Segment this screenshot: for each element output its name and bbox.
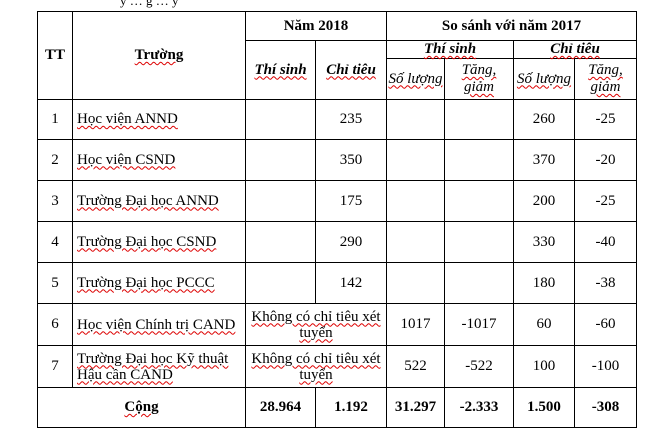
row-truong: Học viện Chính trị CAND (72, 303, 246, 346)
row-truong: Trường Đại học CSND (72, 221, 246, 263)
cropped-text-line: y … g … y (120, 0, 179, 8)
row-thi-sinh (245, 221, 316, 263)
row-chi-tieu: 350 (315, 139, 387, 181)
row-ts-so-luong (386, 139, 445, 181)
table-row: 3 Trường Đại học ANND 175 200 -25 (37, 180, 637, 222)
row-tt: 6 (37, 303, 73, 346)
table-row: 6 Học viện Chính trị CAND Không có chỉ t… (37, 303, 637, 346)
row-ct-so-luong: 330 (513, 221, 575, 263)
row-chi-tieu: 235 (315, 99, 387, 140)
row-ts-so-luong (386, 180, 445, 222)
row-merged-note: Không có chỉ tiêu xét tuyển (245, 303, 387, 346)
total-ts-so-luong: 31.297 (386, 387, 445, 428)
table-row: 1 Học viện ANND 235 260 -25 (37, 99, 637, 140)
row-ts-so-luong: 1017 (386, 303, 445, 346)
header-thi-sinh-2017: Thí sinh (386, 40, 514, 59)
header-so-luong-thi-sinh: Số lượng (386, 58, 445, 100)
row-ct-tang-giam: -25 (574, 180, 637, 222)
header-tang-giam-thi-sinh: Tăng, giảm (444, 58, 514, 100)
total-ct-tang-giam: -308 (574, 387, 637, 428)
row-ts-so-luong (386, 221, 445, 263)
row-ts-so-luong (386, 99, 445, 140)
row-chi-tieu: 175 (315, 180, 387, 222)
row-merged-note: Không có chỉ tiêu xét tuyển (245, 345, 387, 388)
admissions-table: TT Trường Năm 2018 So sánh với năm 2017 … (37, 11, 637, 428)
row-ct-so-luong: 260 (513, 99, 575, 140)
table-row: 5 Trường Đại học PCCC 142 180 -38 (37, 262, 637, 304)
row-ts-tang-giam: -1017 (444, 303, 514, 346)
row-ct-so-luong: 100 (513, 345, 575, 388)
row-tt: 1 (37, 99, 73, 140)
row-tt: 5 (37, 262, 73, 304)
row-ct-so-luong: 370 (513, 139, 575, 181)
row-ct-so-luong: 200 (513, 180, 575, 222)
row-tt: 3 (37, 180, 73, 222)
row-ts-tang-giam (444, 180, 514, 222)
table-row: 4 Trường Đại học CSND 290 330 -40 (37, 221, 637, 263)
header-chi-tieu-2018: Chỉ tiêu (315, 40, 387, 100)
row-truong: Học viện CSND (72, 139, 246, 181)
header-nam-2018: Năm 2018 (245, 11, 387, 41)
table-row: 7 Trường Đại học Kỹ thuật Hậu cần CAND K… (37, 345, 637, 388)
total-label: Cộng (37, 387, 246, 428)
row-thi-sinh (245, 139, 316, 181)
row-ct-tang-giam: -40 (574, 221, 637, 263)
header-thi-sinh-2018: Thí sinh (245, 40, 316, 100)
row-truong: Trường Đại học Kỹ thuật Hậu cần CAND (72, 345, 246, 388)
total-ct-so-luong: 1.500 (513, 387, 575, 428)
row-ts-so-luong: 522 (386, 345, 445, 388)
header-so-sanh: So sánh với năm 2017 (386, 11, 637, 41)
total-chi-tieu: 1.192 (315, 387, 387, 428)
row-ct-tang-giam: -60 (574, 303, 637, 346)
row-truong: Trường Đại học PCCC (72, 262, 246, 304)
row-ct-tang-giam: -20 (574, 139, 637, 181)
total-row: Cộng 28.964 1.192 31.297 -2.333 1.500 -3… (37, 387, 637, 428)
row-ts-tang-giam (444, 262, 514, 304)
header-so-luong-chi-tieu: Số lượng (513, 58, 575, 100)
row-ct-tang-giam: -100 (574, 345, 637, 388)
header-truong: Trường (72, 11, 246, 100)
row-ts-tang-giam (444, 139, 514, 181)
header-chi-tieu-2017: Chỉ tiêu (513, 40, 637, 59)
header-tang-giam-chi-tieu: Tăng, giảm (574, 58, 637, 100)
row-ts-so-luong (386, 262, 445, 304)
total-thi-sinh: 28.964 (245, 387, 316, 428)
header-tt: TT (37, 11, 73, 100)
row-ts-tang-giam: -522 (444, 345, 514, 388)
row-chi-tieu: 142 (315, 262, 387, 304)
row-tt: 2 (37, 139, 73, 181)
row-tt: 7 (37, 345, 73, 388)
row-ts-tang-giam (444, 99, 514, 140)
row-ct-tang-giam: -38 (574, 262, 637, 304)
row-ct-tang-giam: -25 (574, 99, 637, 140)
table-row: 2 Học viện CSND 350 370 -20 (37, 139, 637, 181)
row-truong: Học viện ANND (72, 99, 246, 140)
row-thi-sinh (245, 180, 316, 222)
row-ct-so-luong: 180 (513, 262, 575, 304)
row-thi-sinh (245, 99, 316, 140)
row-thi-sinh (245, 262, 316, 304)
row-ts-tang-giam (444, 221, 514, 263)
row-truong: Trường Đại học ANND (72, 180, 246, 222)
row-chi-tieu: 290 (315, 221, 387, 263)
total-ts-tang-giam: -2.333 (444, 387, 514, 428)
row-ct-so-luong: 60 (513, 303, 575, 346)
row-tt: 4 (37, 221, 73, 263)
